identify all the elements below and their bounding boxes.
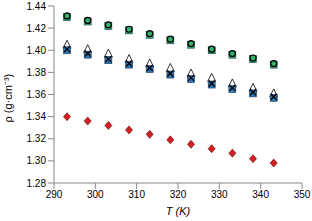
svg-text:ρ (g·cm⁻³): ρ (g·cm⁻³) [8, 74, 14, 123]
svg-text:1.42: 1.42 [27, 23, 47, 34]
svg-text:1.38: 1.38 [27, 67, 47, 78]
svg-text:330: 330 [211, 189, 228, 200]
svg-text:300: 300 [87, 189, 104, 200]
svg-text:1.30: 1.30 [27, 155, 47, 166]
svg-text:340: 340 [252, 189, 269, 200]
svg-text:290: 290 [46, 189, 63, 200]
svg-text:350: 350 [294, 189, 304, 200]
svg-text:1.40: 1.40 [27, 45, 47, 56]
svg-text:320: 320 [170, 189, 187, 200]
svg-text:1.36: 1.36 [27, 89, 47, 100]
svg-text:1.32: 1.32 [27, 133, 47, 144]
svg-text:310: 310 [128, 189, 145, 200]
svg-text:T (K): T (K) [166, 205, 191, 217]
svg-text:1.28: 1.28 [27, 178, 47, 189]
svg-text:1.34: 1.34 [27, 111, 47, 122]
svg-text:1.44: 1.44 [27, 1, 47, 12]
